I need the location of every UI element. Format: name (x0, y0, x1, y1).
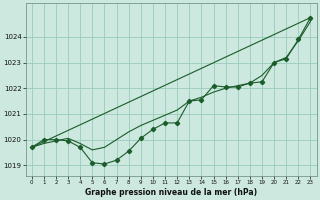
X-axis label: Graphe pression niveau de la mer (hPa): Graphe pression niveau de la mer (hPa) (85, 188, 257, 197)
